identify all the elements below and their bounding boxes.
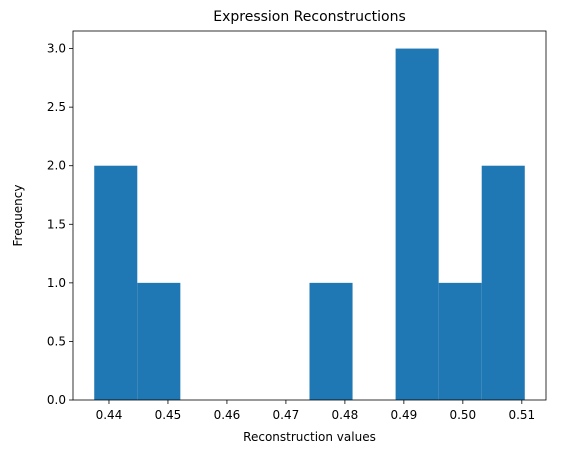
y-axis-label: Frequency <box>11 185 25 247</box>
histogram-bar <box>94 165 138 400</box>
x-tick-label: 0.50 <box>449 408 476 422</box>
chart-title: Expression Reconstructions <box>213 9 406 25</box>
x-tick-label: 0.49 <box>391 408 418 422</box>
y-axis: 0.0 0.5 1.0 1.5 2.0 2.5 3.0 <box>47 42 73 407</box>
x-tick-label: 0.46 <box>214 408 241 422</box>
plot-frame <box>72 30 547 401</box>
x-tick-label: 0.47 <box>273 408 300 422</box>
y-tick-label: 0.0 <box>47 393 66 407</box>
y-tick-label: 3.0 <box>47 42 66 56</box>
x-tick-label: 0.45 <box>155 408 182 422</box>
x-tick-label: 0.44 <box>96 408 123 422</box>
histogram-bar <box>309 282 353 400</box>
bars-group <box>94 48 525 400</box>
histogram-bar <box>438 282 482 400</box>
histogram-bar <box>137 282 181 400</box>
y-tick-label: 2.0 <box>47 159 66 173</box>
y-tick-label: 1.5 <box>47 217 66 231</box>
x-tick-label: 0.48 <box>332 408 359 422</box>
x-tick-label: 0.51 <box>508 408 535 422</box>
histogram-bar <box>395 48 439 400</box>
y-tick-label: 2.5 <box>47 100 66 114</box>
y-tick-label: 1.0 <box>47 276 66 290</box>
x-axis: 0.44 0.45 0.46 0.47 0.48 0.49 0.50 0.51 <box>96 400 535 422</box>
histogram-bar <box>481 165 525 400</box>
y-tick-label: 0.5 <box>47 334 66 348</box>
x-axis-label: Reconstruction values <box>243 430 376 444</box>
